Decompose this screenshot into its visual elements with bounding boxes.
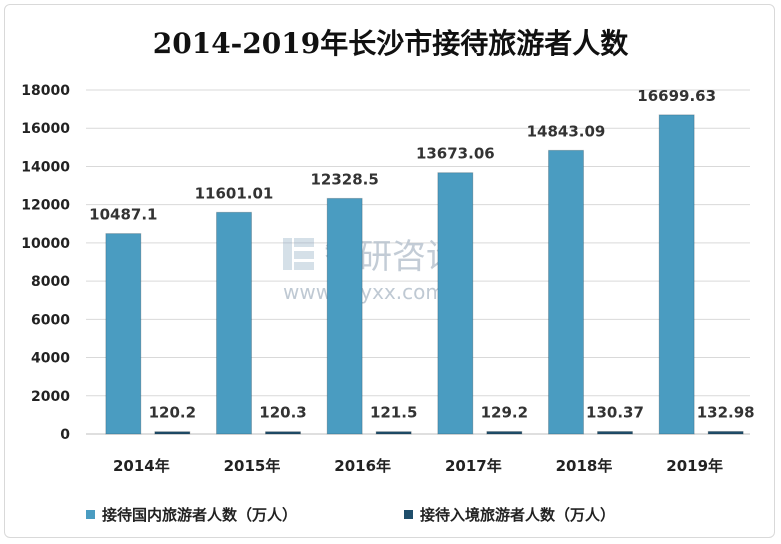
y-tick-label: 6000 bbox=[31, 312, 70, 328]
bar-domestic bbox=[105, 233, 141, 434]
legend-swatch bbox=[404, 510, 413, 519]
bar-inbound bbox=[597, 431, 633, 434]
chart-title: 2014-2019年长沙市接待旅游者人数 bbox=[152, 27, 629, 60]
x-tick-label: 2016年 bbox=[334, 457, 391, 475]
y-tick-label: 16000 bbox=[21, 121, 70, 137]
bar-outline bbox=[597, 431, 633, 435]
y-tick-label: 0 bbox=[60, 427, 70, 443]
watermark-logo-icon bbox=[283, 238, 314, 270]
grid-lines bbox=[86, 89, 750, 435]
data-label: 12328.5 bbox=[311, 170, 379, 188]
x-tick-label: 2018年 bbox=[556, 457, 613, 475]
data-label: 120.2 bbox=[149, 404, 196, 422]
data-label: 10487.1 bbox=[89, 206, 157, 224]
legend: 接待国内旅游者人数（万人） 接待入境旅游者人数（万人） bbox=[86, 506, 615, 524]
y-tick-label: 18000 bbox=[21, 83, 70, 99]
bar-inbound bbox=[376, 431, 412, 434]
bar-domestic bbox=[327, 198, 363, 434]
y-tick-label: 12000 bbox=[21, 198, 70, 214]
bar-domestic bbox=[659, 114, 695, 435]
bar-outline bbox=[375, 431, 412, 435]
watermark: 智研咨询 www.chyxx.com bbox=[283, 237, 460, 304]
x-tick-label: 2015年 bbox=[224, 457, 281, 475]
bar-inbound bbox=[486, 431, 522, 434]
legend-label: 接待入境旅游者人数（万人） bbox=[420, 506, 615, 524]
x-tick-label: 2014年 bbox=[113, 457, 170, 475]
bar-outline bbox=[437, 172, 474, 435]
x-tick-label: 2017年 bbox=[445, 457, 502, 475]
bar-outline bbox=[548, 149, 584, 435]
bar-outline bbox=[658, 114, 695, 435]
y-tick-label: 2000 bbox=[31, 389, 70, 405]
data-label: 11601.01 bbox=[195, 184, 274, 202]
bars: 10487.1 120.2 11601.01 120.3 12328.5 121.5 136… bbox=[89, 87, 755, 435]
bar-outline bbox=[707, 430, 744, 435]
bar-outline bbox=[265, 431, 301, 435]
data-label: 14843.09 bbox=[527, 122, 606, 140]
bar-domestic bbox=[548, 150, 584, 434]
legend-swatch bbox=[86, 510, 95, 519]
x-axis: 2014年 2015年 2016年 2017年 2018年 2019年 bbox=[113, 457, 723, 475]
bar-inbound bbox=[708, 431, 744, 434]
data-label: 13673.06 bbox=[416, 145, 495, 163]
bar-outline bbox=[486, 431, 523, 435]
data-label: 130.37 bbox=[586, 404, 644, 422]
data-label: 16699.63 bbox=[637, 87, 716, 105]
legend-label: 接待国内旅游者人数（万人） bbox=[102, 506, 297, 524]
bar-outline bbox=[326, 197, 363, 435]
bar-outline bbox=[105, 233, 142, 435]
bar-outline bbox=[216, 211, 252, 435]
x-tick-label: 2019年 bbox=[666, 457, 723, 475]
y-tick-label: 8000 bbox=[31, 274, 70, 290]
y-axis: 0 2000 4000 6000 8000 10000 12000 14000 16000 180… bbox=[21, 83, 70, 443]
y-tick-label: 10000 bbox=[21, 236, 70, 252]
data-label: 120.3 bbox=[259, 404, 306, 422]
bar-outline bbox=[154, 431, 191, 435]
data-label: 121.5 bbox=[370, 404, 417, 422]
y-tick-label: 4000 bbox=[31, 351, 70, 367]
data-label: 129.2 bbox=[481, 404, 528, 422]
data-label: 132.98 bbox=[697, 403, 755, 421]
bar-inbound bbox=[154, 431, 190, 434]
watermark-url: www.chyxx.com bbox=[283, 280, 445, 304]
y-tick-label: 14000 bbox=[21, 159, 70, 175]
bar-inbound bbox=[265, 431, 301, 434]
bar-domestic bbox=[216, 212, 252, 434]
bar-domestic bbox=[437, 172, 473, 434]
